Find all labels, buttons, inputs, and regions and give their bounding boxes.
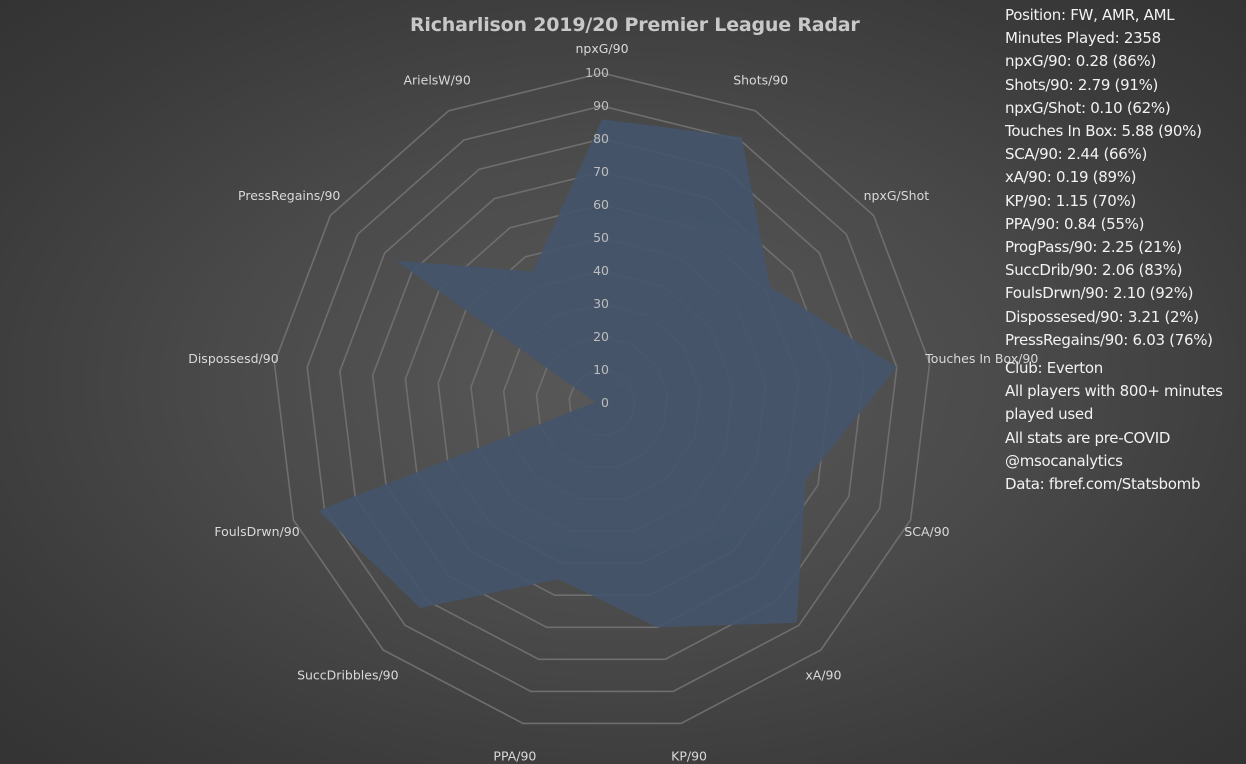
stat-line: Position: FW, AMR, AML xyxy=(1005,6,1175,24)
category-label: FoulsDrwn/90 xyxy=(214,524,299,539)
radar-series xyxy=(318,119,897,628)
stat-line: npxG/90: 0.28 (86%) xyxy=(1005,52,1157,71)
category-label: KP/90 xyxy=(671,748,707,763)
category-label: npxG/90 xyxy=(575,41,628,56)
stat-line: KP/90: 1.15 (70%) xyxy=(1005,191,1136,210)
stat-line: Shots/90: 2.79 (91%) xyxy=(1005,75,1159,94)
gridline xyxy=(371,171,833,629)
radar-area xyxy=(318,119,897,628)
chart-title: Richarlison 2019/20 Premier League Radar xyxy=(410,14,860,36)
gridline xyxy=(306,105,898,693)
gridline xyxy=(273,72,931,725)
tick-label: 30 xyxy=(593,296,609,311)
footer-line: @msocanalytics xyxy=(1005,451,1123,470)
stat-line: Touches In Box: 5.88 (90%) xyxy=(1005,122,1202,141)
stat-line: ProgPass/90: 2.25 (21%) xyxy=(1005,238,1182,257)
stat-line: FoulsDrwn/90: 2.10 (92%) xyxy=(1005,284,1194,303)
category-labels: npxG/90 Shots/90 npxG/Shot Touches In Box/9… xyxy=(188,41,1038,763)
footer-line: Club: Everton xyxy=(1005,359,1103,378)
tick-label: 90 xyxy=(593,98,609,113)
info-panel: Position: FW, AMR, AML Minutes Played: 23… xyxy=(1005,4,1245,496)
tick-label: 10 xyxy=(593,362,609,377)
tick-label: 60 xyxy=(593,197,609,212)
tick-label: 100 xyxy=(585,65,609,80)
category-label: SCA/90 xyxy=(904,524,949,539)
category-label: SuccDribbles/90 xyxy=(297,668,399,683)
stat-line: SuccDrib/90: 2.06 (83%) xyxy=(1005,261,1183,280)
stats-list: Position: FW, AMR, AML Minutes Played: 23… xyxy=(1005,4,1245,352)
category-label: PressRegains/90 xyxy=(238,188,340,203)
footer-line: All players with 800+ minutes played use… xyxy=(1005,382,1223,424)
tick-label: 50 xyxy=(593,230,609,245)
tick-label: 20 xyxy=(593,329,609,344)
category-label: Shots/90 xyxy=(733,73,788,88)
stat-line: SCA/90: 2.44 (66%) xyxy=(1005,145,1148,164)
footer-line: All stats are pre-COVID xyxy=(1005,428,1171,447)
category-label: PPA/90 xyxy=(493,748,536,763)
stat-line: Minutes Played: 2358 xyxy=(1005,29,1161,48)
stat-line: npxG/Shot: 0.10 (62%) xyxy=(1005,98,1171,117)
stat-line: PPA/90: 0.84 (55%) xyxy=(1005,214,1145,233)
category-label: Dispossesd/90 xyxy=(188,351,279,366)
category-label: ArielsW/90 xyxy=(403,73,470,88)
category-label: Touches In Box/90 xyxy=(924,351,1038,366)
info-footer: Club: Everton All players with 800+ minut… xyxy=(1005,357,1245,496)
tick-label: 0 xyxy=(601,395,609,410)
stat-line: PressRegains/90: 6.03 (76%) xyxy=(1005,330,1213,349)
stat-line: xA/90: 0.19 (89%) xyxy=(1005,168,1137,187)
radial-tick-labels: 0 10 20 30 40 50 60 70 80 90 100 xyxy=(585,65,609,410)
category-label: xA/90 xyxy=(805,668,841,683)
stat-line: Dispossesed/90: 3.21 (2%) xyxy=(1005,307,1199,326)
tick-label: 80 xyxy=(593,131,609,146)
category-label: npxG/Shot xyxy=(864,188,930,203)
tick-label: 70 xyxy=(593,164,609,179)
tick-label: 40 xyxy=(593,263,609,278)
gridline xyxy=(339,138,865,661)
footer-line: Data: fbref.com/Statsbomb xyxy=(1005,475,1201,494)
